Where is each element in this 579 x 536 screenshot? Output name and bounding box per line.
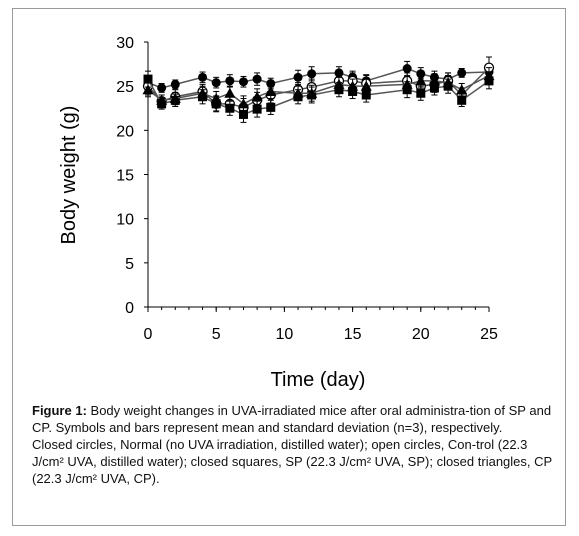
data-point-closed-circle [307,69,317,79]
y-tick-label: 10 [116,212,134,229]
data-point-closed-circle [157,83,167,93]
x-tick-label: 25 [480,326,498,343]
x-tick-label: 5 [212,326,221,343]
figure-frame [12,8,566,526]
data-point-closed-triangle [347,80,359,91]
data-point-closed-circle [266,79,276,89]
x-tick-label: 15 [344,326,362,343]
data-point-closed-triangle [483,70,495,81]
data-point-closed-triangle [156,94,168,105]
caption-main: Figure 1: Body weight changes in UVA-irr… [32,402,556,436]
figure-caption: Figure 1: Body weight changes in UVA-irr… [32,402,556,487]
data-point-closed-triangle [265,85,277,96]
data-point-closed-circle [402,64,412,73]
data-point-closed-square [266,102,276,112]
data-point-closed-circle [457,68,467,78]
data-point-closed-square [238,109,248,119]
data-point-closed-triangle [428,75,440,86]
data-point-closed-triangle [306,87,318,98]
caption-label: Figure 1: [32,403,87,418]
data-point-closed-square [416,88,426,98]
y-tick-label: 30 [116,35,134,52]
y-tick-label: 20 [116,123,134,140]
series-closed-triangle [142,67,495,113]
y-tick-label: 0 [125,300,134,317]
caption-text: Body weight changes in UVA-irradiated mi… [32,403,552,435]
data-point-closed-square [225,103,235,113]
data-point-closed-triangle [142,84,154,95]
data-point-closed-square [252,104,262,114]
data-point-closed-square [457,95,467,105]
data-point-closed-circle [334,68,344,78]
data-point-closed-circle [198,72,208,82]
data-point-closed-circle [211,78,221,88]
chart-series [142,56,495,123]
data-point-closed-circle [238,77,248,87]
data-point-closed-circle [225,76,235,86]
x-axis-label: Time (day) [271,369,366,391]
data-point-closed-triangle [456,84,468,95]
x-tick-label: 20 [412,326,430,343]
data-point-closed-triangle [333,78,345,89]
data-point-closed-triangle [415,75,427,86]
data-point-closed-circle [170,79,180,89]
y-tick-label: 25 [116,79,134,96]
caption-legend: Closed circles, Normal (no UVA irradiati… [32,437,552,486]
data-point-closed-triangle [237,98,249,109]
data-point-closed-triangle [197,87,209,98]
data-point-closed-square [143,74,153,84]
data-point-closed-triangle [251,91,263,102]
data-point-closed-triangle [210,93,222,104]
data-point-closed-circle [252,74,262,84]
data-point-closed-triangle [401,78,413,89]
data-point-closed-triangle [169,93,181,104]
data-point-closed-triangle [442,77,454,88]
data-point-closed-triangle [292,87,304,98]
y-tick-label: 15 [116,168,134,185]
data-point-closed-circle [293,72,303,82]
body-weight-chart: 0 5 10 15 20 25 30 0 5 10 15 20 25 Body weight (g) T… [58,35,498,391]
data-point-closed-square [361,90,371,100]
data-point-closed-triangle [224,87,236,98]
y-tick-label: 5 [125,256,134,273]
x-tick-label: 10 [276,326,294,343]
x-tick-label: 0 [144,326,153,343]
y-axis-label: Body weight (g) [58,106,80,245]
data-point-closed-triangle [360,80,372,91]
